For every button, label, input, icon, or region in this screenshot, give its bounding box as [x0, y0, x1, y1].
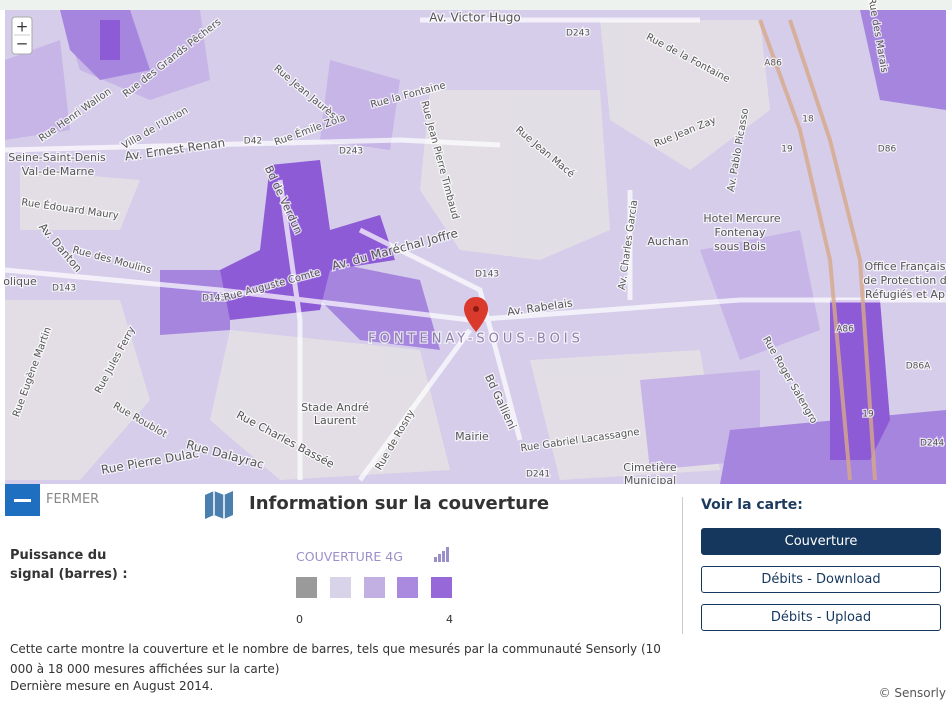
map-label: Val-de-Marne — [22, 165, 95, 178]
copyright: © Sensorly — [878, 686, 946, 700]
map-label: Cimetière — [623, 461, 677, 474]
legend-swatch — [363, 577, 385, 598]
map-label: 19 — [862, 410, 874, 420]
map-label: A86 — [764, 59, 782, 69]
legend-swatch — [431, 577, 453, 598]
map-label: Municipal — [624, 474, 676, 484]
map-label: FONTENAY-SOUS-BOIS — [368, 332, 584, 347]
zoom-in[interactable]: + — [16, 18, 29, 36]
map-label: Mairie — [455, 430, 489, 443]
map-label: Office Français — [865, 260, 946, 273]
map-label: Auchan — [647, 235, 688, 248]
map-label: olique — [3, 275, 37, 288]
map-label: Av. Victor Hugo — [429, 11, 521, 25]
map-label: sous Bois — [714, 240, 766, 253]
map-label: Stade André — [301, 401, 369, 414]
strength-label: Puissance du signal (barres) : — [10, 548, 128, 582]
map-label: D244 — [920, 439, 944, 449]
map-button[interactable]: Couverture — [701, 528, 941, 555]
last-measure: Dernière mesure en August 2014. — [10, 679, 214, 693]
map-label: D86 — [878, 145, 897, 155]
location-pin[interactable] — [464, 297, 488, 332]
legend-swatch — [296, 577, 317, 598]
panel-title: Information sur la couverture — [249, 493, 550, 514]
legend-min: 0 — [296, 613, 303, 626]
map-label: Laurent — [314, 414, 357, 427]
legend-swatch — [397, 577, 419, 598]
close-label[interactable]: FERMER — [46, 492, 100, 507]
map-button[interactable]: Débits - Download — [701, 566, 941, 593]
bars-icon — [434, 547, 449, 562]
map-icon — [205, 491, 233, 519]
legend-max: 4 — [446, 613, 453, 626]
map-label: Fontenay — [715, 226, 766, 239]
legend-swatch — [329, 577, 351, 598]
map-label: D42 — [244, 137, 262, 147]
legend-title: COUVERTURE 4G — [296, 549, 403, 564]
map-label: D86A — [906, 362, 931, 372]
map-label: D143 — [475, 270, 499, 280]
map-label: D241 — [526, 470, 550, 480]
map-label: Hotel Mercure — [703, 212, 780, 225]
map-label: D243 — [566, 29, 590, 39]
map-label: 19 — [781, 145, 793, 155]
view-map-label: Voir la carte: — [701, 497, 803, 513]
map-label: Seine-Saint-Denis — [8, 151, 106, 164]
divider — [682, 497, 683, 634]
map-label: de Protection d — [863, 274, 946, 287]
map-label: D143 — [202, 294, 226, 304]
map-button[interactable]: Débits - Upload — [701, 604, 941, 631]
close-button[interactable] — [5, 484, 40, 516]
description: Cette carte montre la couverture et le n… — [10, 642, 661, 676]
zoom-out[interactable]: − — [16, 35, 29, 53]
map-label: 18 — [802, 115, 814, 125]
map-label: Réfugiés et Ap — [865, 288, 945, 301]
map-label: D243 — [339, 147, 363, 157]
map-label: A86 — [836, 325, 854, 335]
map-label: D143 — [52, 284, 76, 294]
